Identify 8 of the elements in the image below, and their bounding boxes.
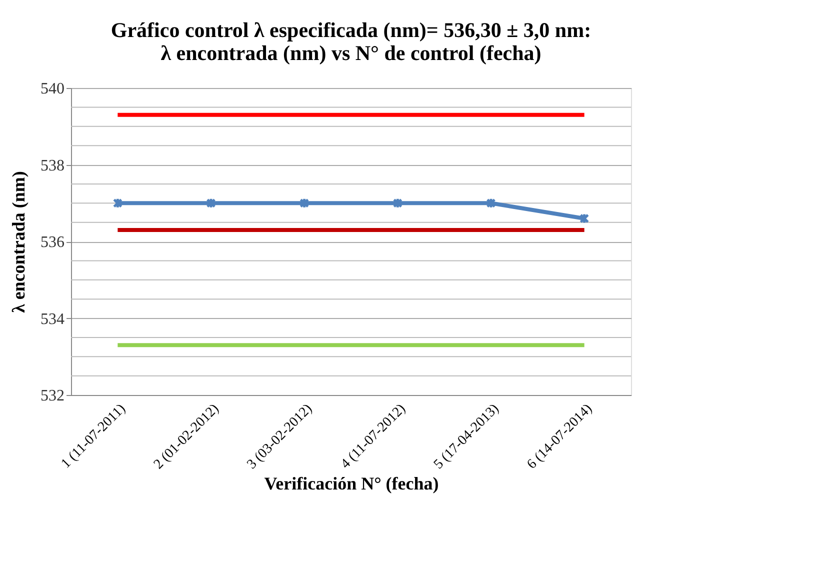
y-axis-title: λ encontrada (nm) xyxy=(8,171,28,313)
y-tick-label: 534 xyxy=(40,310,64,328)
chart-title: Gráfico control λ especificada (nm)= 536,30 ± 3,0 nm: λ encontrada (nm) vs N° de control (fecha) xyxy=(110,18,592,65)
y-tick-label: 538 xyxy=(40,157,64,174)
y-tick-label: 540 xyxy=(40,80,64,98)
y-tick-label: 536 xyxy=(40,234,64,251)
x-axis-title: Verificación N° (fecha) xyxy=(264,474,439,494)
y-tick-label: 532 xyxy=(40,388,64,404)
